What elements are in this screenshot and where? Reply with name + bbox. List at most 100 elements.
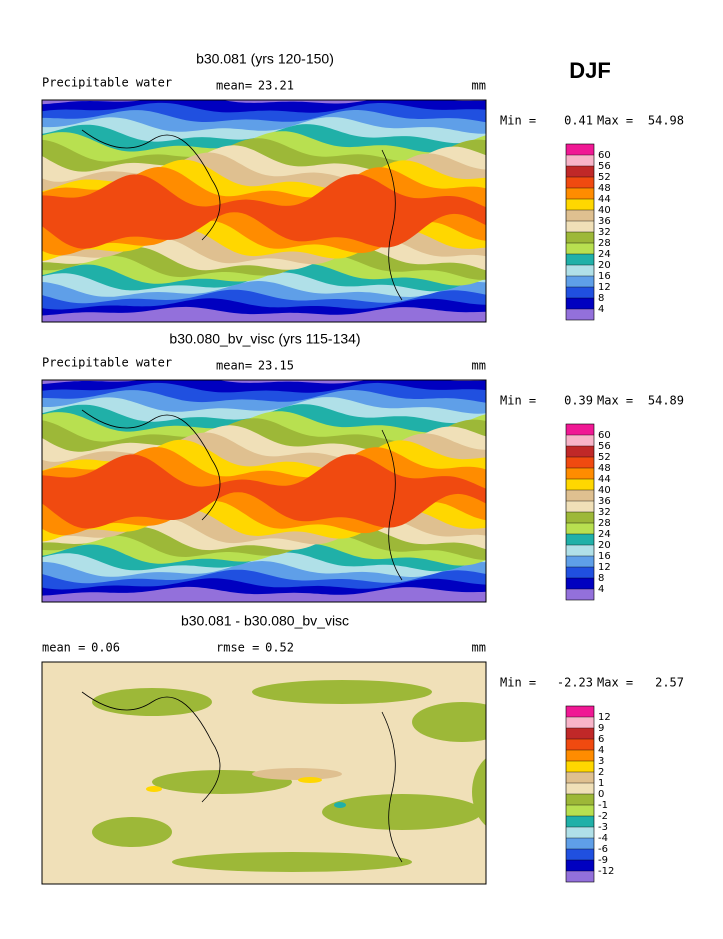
contour-band [42, 454, 486, 529]
colorbar-label: 52 [598, 172, 611, 183]
colorbar-box [566, 188, 594, 199]
colorbar-label: 8 [598, 293, 604, 304]
colorbar-box [566, 479, 594, 490]
colorbar-label: 48 [598, 463, 611, 474]
coastline [81, 691, 403, 863]
map [42, 100, 486, 322]
min-label: Min = [500, 394, 536, 408]
colorbar-box [566, 468, 594, 479]
colorbar-box [566, 490, 594, 501]
colorbar-label: 48 [598, 183, 611, 194]
colorbar-label: -4 [598, 833, 608, 844]
min-value: 0.41 [564, 114, 593, 128]
colorbar-box [566, 199, 594, 210]
contour-band [298, 777, 322, 783]
colorbar-box [566, 816, 594, 827]
colorbar-label: 40 [598, 205, 611, 216]
colorbar-label: 4 [598, 584, 604, 595]
colorbar-box [566, 567, 594, 578]
colorbar-box [566, 512, 594, 523]
colorbar-label: 12 [598, 282, 611, 293]
colorbar-box [566, 166, 594, 177]
min-value: 0.39 [564, 394, 593, 408]
colorbar-label: 3 [598, 756, 604, 767]
contour-band [42, 174, 486, 249]
panel: b30.080_bv_visc (yrs 115-134) Precipitabl… [41, 331, 684, 603]
colorbar-box [566, 254, 594, 265]
colorbar-label: 44 [598, 474, 611, 485]
colorbar-label: -12 [598, 866, 614, 877]
colorbar-box [566, 871, 594, 882]
stat-label: mean= [216, 79, 252, 93]
colorbar-label: 24 [598, 249, 611, 260]
contour-band [92, 817, 172, 847]
contour-band [252, 680, 432, 704]
contour-band [172, 852, 412, 872]
units: mm [472, 359, 486, 373]
colorbar-label: 60 [598, 150, 611, 161]
units: mm [472, 79, 486, 93]
colorbar-box [566, 849, 594, 860]
colorbar-box [566, 739, 594, 750]
colorbar-box [566, 287, 594, 298]
field-label: Precipitable water [42, 356, 172, 370]
colorbar-box [566, 435, 594, 446]
colorbar-box [566, 276, 594, 287]
min-label: Min = [500, 114, 536, 128]
colorbar-label: 24 [598, 529, 611, 540]
colorbar-box [566, 534, 594, 545]
stat-label: mean= [216, 359, 252, 373]
colorbar-label: 20 [598, 540, 611, 551]
colorbar-label: 16 [598, 551, 611, 562]
colorbar-box [566, 177, 594, 188]
colorbar-box [566, 772, 594, 783]
colorbar-box [566, 523, 594, 534]
contour-band [252, 768, 342, 780]
contour-band [322, 794, 482, 830]
colorbar-label: 36 [598, 216, 611, 227]
colorbar-label: 16 [598, 271, 611, 282]
colorbar-label: 52 [598, 452, 611, 463]
max-value: 54.89 [648, 394, 684, 408]
season-label: DJF [569, 58, 611, 83]
colorbar-box [566, 838, 594, 849]
max-label: Max = [597, 676, 633, 690]
colorbar-box [566, 805, 594, 816]
contour-band [334, 802, 346, 808]
map-frame [41, 661, 487, 885]
stat-value: 23.21 [258, 79, 294, 93]
colorbar-label: 4 [598, 745, 604, 756]
panel-title: b30.080_bv_visc (yrs 115-134) [169, 331, 360, 347]
colorbar-label: 4 [598, 304, 604, 315]
stat-value: 0.06 [91, 641, 120, 655]
colorbar-box [566, 860, 594, 871]
stat-value: 23.15 [258, 359, 294, 373]
max-label: Max = [597, 394, 633, 408]
colorbar-box [566, 265, 594, 276]
colorbar-box [566, 309, 594, 320]
colorbar-label: 20 [598, 260, 611, 271]
colorbar-box [566, 589, 594, 600]
colorbar-label: 0 [598, 789, 604, 800]
colorbar-label: 60 [598, 430, 611, 441]
stat-label: rmse = [216, 641, 259, 655]
colorbar-box [566, 761, 594, 772]
colorbar-label: 28 [598, 518, 611, 529]
colorbar-label: 1 [598, 778, 604, 789]
colorbar-box [566, 243, 594, 254]
colorbar-box [566, 827, 594, 838]
min-value: -2.23 [557, 676, 593, 690]
colorbar-label: -9 [598, 855, 608, 866]
colorbar-box [566, 578, 594, 589]
colorbar-box [566, 210, 594, 221]
contour-band [472, 758, 486, 826]
colorbar-label: 2 [598, 767, 604, 778]
colorbar-label: 36 [598, 496, 611, 507]
colorbar-label: 44 [598, 194, 611, 205]
map-frame [41, 379, 487, 603]
colorbar-label: 12 [598, 712, 611, 723]
colorbar-box [566, 717, 594, 728]
map [42, 380, 486, 602]
